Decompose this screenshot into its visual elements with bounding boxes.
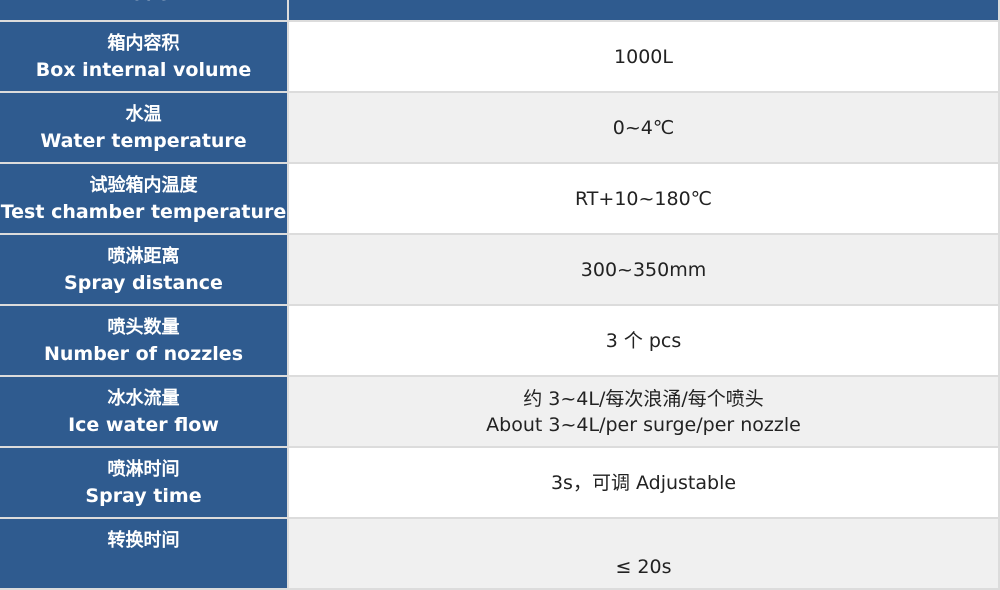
row-label: 喷淋距离 Spray distance	[0, 235, 289, 304]
label-zh: 试验箱内温度	[89, 174, 198, 196]
row-label: 试验箱内温度 Test chamber temperature	[0, 164, 289, 233]
label-en: model	[111, 0, 177, 7]
table-row: 水温 Water temperature 0~4℃	[0, 93, 1000, 164]
value-text: 1000L	[614, 45, 673, 68]
row-value: 3s，可调 Adjustable	[289, 448, 1000, 517]
row-label: model	[0, 0, 289, 20]
value-text: 3 个 pcs	[605, 329, 682, 352]
label-en: Number of nozzles	[43, 342, 244, 365]
row-label: 箱内容积 Box internal volume	[0, 22, 289, 91]
label-en: Spray distance	[64, 271, 223, 294]
row-value: RT+10~180℃	[289, 164, 1000, 233]
row-value	[289, 0, 1000, 20]
value-text: ≤ 20s	[615, 555, 672, 578]
value-text: 约 3~4L/每次浪涌/每个喷头	[523, 387, 764, 410]
table-row-model: model	[0, 0, 1000, 22]
table-row: 喷头数量 Number of nozzles 3 个 pcs	[0, 306, 1000, 377]
label-en: Ice water flow	[68, 413, 219, 436]
table-row: 试验箱内温度 Test chamber temperature RT+10~180…	[0, 164, 1000, 235]
row-label: 冰水流量 Ice water flow	[0, 377, 289, 446]
label-zh: 喷头数量	[107, 316, 180, 338]
table-row: 冰水流量 Ice water flow 约 3~4L/每次浪涌/每个喷头 About…	[0, 377, 1000, 448]
value-text: 3s，可调 Adjustable	[550, 471, 737, 494]
label-zh: 喷淋时间	[107, 458, 180, 480]
row-value: 1000L	[289, 22, 1000, 91]
label-zh: 冰水流量	[107, 387, 180, 409]
table-row: 喷淋距离 Spray distance 300~350mm	[0, 235, 1000, 306]
table-row: 转换时间 ≤ 20s	[0, 519, 1000, 590]
row-label: 转换时间	[0, 519, 289, 588]
label-zh: 箱内容积	[107, 32, 180, 54]
row-value: 3 个 pcs	[289, 306, 1000, 375]
row-value: 0~4℃	[289, 93, 1000, 162]
value-text: 0~4℃	[612, 116, 675, 139]
label-en: Box internal volume	[35, 58, 252, 81]
label-zh: 转换时间	[107, 529, 180, 551]
value-text: 300~350mm	[580, 258, 707, 281]
table-row: 喷淋时间 Spray time 3s，可调 Adjustable	[0, 448, 1000, 519]
row-value: 300~350mm	[289, 235, 1000, 304]
row-label: 喷头数量 Number of nozzles	[0, 306, 289, 375]
label-en: Spray time	[85, 484, 202, 507]
label-en: Water temperature	[40, 129, 247, 152]
row-label: 水温 Water temperature	[0, 93, 289, 162]
table-row: 箱内容积 Box internal volume 1000L	[0, 22, 1000, 93]
label-zh: 水温	[125, 103, 162, 125]
value-text: RT+10~180℃	[574, 187, 713, 210]
label-en: Test chamber temperature	[0, 200, 287, 223]
value-text-en: About 3~4L/per surge/per nozzle	[486, 413, 801, 436]
row-value: 约 3~4L/每次浪涌/每个喷头 About 3~4L/per surge/per…	[289, 377, 1000, 446]
row-value: ≤ 20s	[289, 519, 1000, 588]
label-zh: 喷淋距离	[107, 245, 180, 267]
row-label: 喷淋时间 Spray time	[0, 448, 289, 517]
